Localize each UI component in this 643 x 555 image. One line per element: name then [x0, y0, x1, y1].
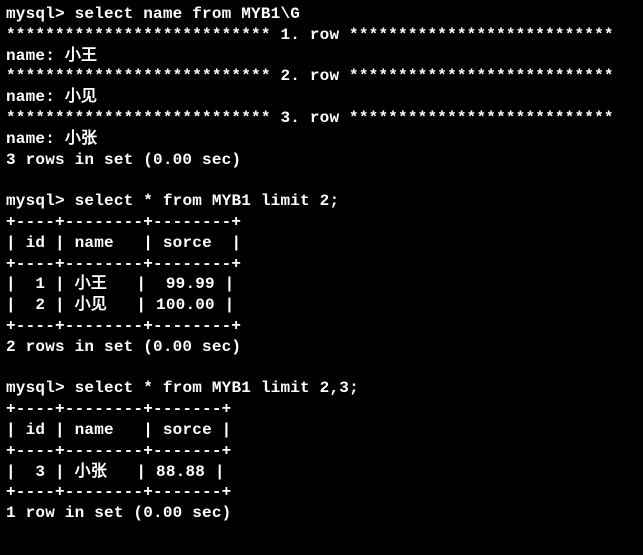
table-border: +----+--------+--------+ — [6, 255, 241, 273]
mysql-prompt: mysql> — [6, 5, 65, 23]
cell-id: 3 — [35, 463, 45, 481]
column-header-sorce: sorce — [163, 234, 212, 252]
table-row: | 2 | 小见 | 100.00 | — [6, 296, 234, 314]
mysql-prompt: mysql> — [6, 379, 65, 397]
table-border: +----+--------+-------+ — [6, 442, 231, 460]
table-header-row: | id | name | sorce | — [6, 234, 241, 252]
table-row: | 1 | 小王 | 99.99 | — [6, 275, 234, 293]
field-value: 小张 — [65, 130, 97, 148]
row-separator-2: *************************** 2. row *****… — [6, 67, 614, 85]
column-header-name: name — [75, 234, 114, 252]
cell-id: 2 — [35, 296, 45, 314]
table-row: | 3 | 小张 | 88.88 | — [6, 463, 225, 481]
cell-sorce: 88.88 — [156, 463, 205, 481]
field-value: 小见 — [65, 88, 97, 106]
mysql-terminal-output: mysql> select name from MYB1\G *********… — [0, 0, 643, 528]
mysql-prompt: mysql> — [6, 192, 65, 210]
query-command-2: select * from MYB1 limit 2; — [75, 192, 340, 210]
row-separator-1: *************************** 1. row *****… — [6, 26, 614, 44]
query-command-1: select name from MYB1\G — [75, 5, 300, 23]
row-separator-3: *************************** 3. row *****… — [6, 109, 614, 127]
table-border: +----+--------+-------+ — [6, 483, 231, 501]
column-header-id: id — [26, 421, 46, 439]
column-header-id: id — [26, 234, 46, 252]
result-summary-2: 2 rows in set (0.00 sec) — [6, 338, 241, 356]
table-border: +----+--------+--------+ — [6, 317, 241, 335]
column-header-name: name — [75, 421, 114, 439]
field-label: name: — [6, 88, 55, 106]
cell-sorce: 99.99 — [166, 275, 215, 293]
result-summary-3: 1 row in set (0.00 sec) — [6, 504, 231, 522]
cell-name: 小王 — [75, 275, 107, 293]
field-label: name: — [6, 130, 55, 148]
column-header-sorce: sorce — [163, 421, 212, 439]
cell-id: 1 — [35, 275, 45, 293]
field-value: 小王 — [65, 47, 97, 65]
query-command-3: select * from MYB1 limit 2,3; — [75, 379, 359, 397]
cell-name: 小张 — [75, 463, 107, 481]
table-border: +----+--------+-------+ — [6, 400, 231, 418]
cell-name: 小见 — [75, 296, 107, 314]
table-header-row: | id | name | sorce | — [6, 421, 231, 439]
result-summary-1: 3 rows in set (0.00 sec) — [6, 151, 241, 169]
field-label: name: — [6, 47, 55, 65]
table-border: +----+--------+--------+ — [6, 213, 241, 231]
cell-sorce: 100.00 — [156, 296, 215, 314]
